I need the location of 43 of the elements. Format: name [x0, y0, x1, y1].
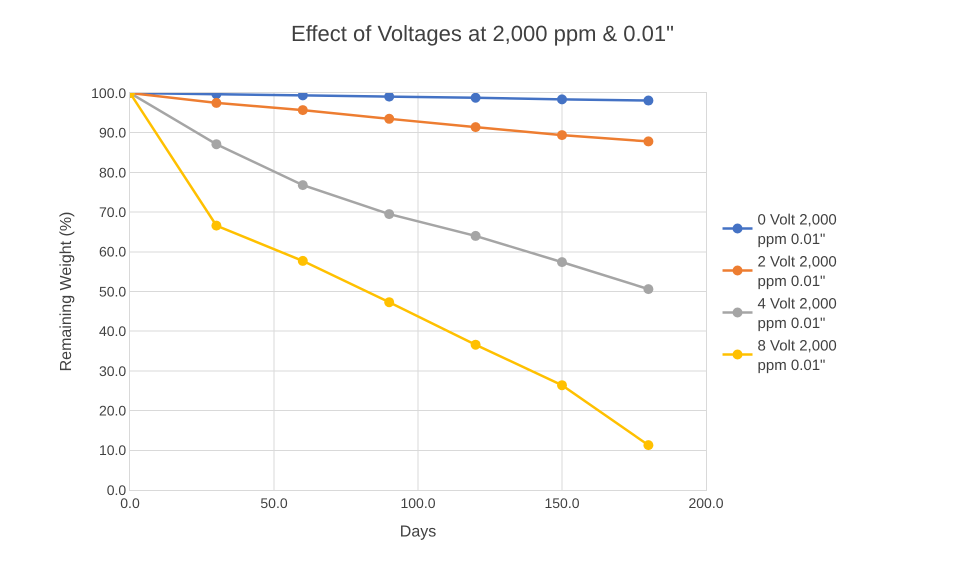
y-tick-label: 30.0 [98, 362, 126, 379]
point [557, 257, 567, 268]
point [298, 180, 308, 190]
point [298, 105, 308, 116]
x-tick-label: 150.0 [544, 494, 580, 511]
y-tick-label: 20.0 [98, 402, 126, 418]
y-axis-title: Remaining Weight (%) [58, 212, 76, 372]
y-tick-label: 100.0 [91, 84, 126, 101]
point [470, 340, 481, 350]
point [384, 93, 394, 102]
point [384, 114, 394, 124]
point [643, 284, 654, 294]
y-tick-label: 80.0 [98, 164, 126, 180]
point [211, 220, 222, 231]
y-tick-label: 40.0 [98, 323, 126, 340]
legend-label: 8 Volt 2,000 ppm 0.01" [758, 338, 837, 374]
point [557, 380, 567, 390]
point [557, 130, 567, 140]
point [470, 93, 481, 103]
x-axis-title: Days [400, 524, 436, 540]
point [211, 139, 222, 150]
point [643, 136, 654, 146]
point [470, 122, 481, 132]
y-tick-label: 90.0 [98, 124, 126, 141]
y-tick-label: 10.0 [98, 442, 126, 458]
point [384, 209, 394, 220]
y-tick-label: 60.0 [98, 244, 126, 260]
x-tick-label: 50.0 [260, 494, 288, 511]
y-tick-label: 70.0 [98, 204, 126, 220]
point [470, 230, 481, 241]
point [643, 96, 654, 106]
point [643, 440, 654, 450]
y-tick-label: 50.0 [98, 283, 126, 300]
point [557, 94, 567, 104]
chart-title: Effect of Voltages at 2,000 ppm & 0.01" [291, 20, 674, 46]
legend-label: 2 Volt 2,000 ppm 0.01" [758, 254, 837, 290]
point [211, 98, 222, 108]
legend-label: 0 Volt 2,000 ppm 0.01" [758, 212, 837, 248]
point [384, 297, 394, 308]
x-tick-label: 100.0 [400, 494, 436, 511]
x-tick-label: 200.0 [688, 494, 724, 511]
legend-label: 4 Volt 2,000 ppm 0.01" [758, 296, 837, 332]
point [298, 256, 308, 266]
